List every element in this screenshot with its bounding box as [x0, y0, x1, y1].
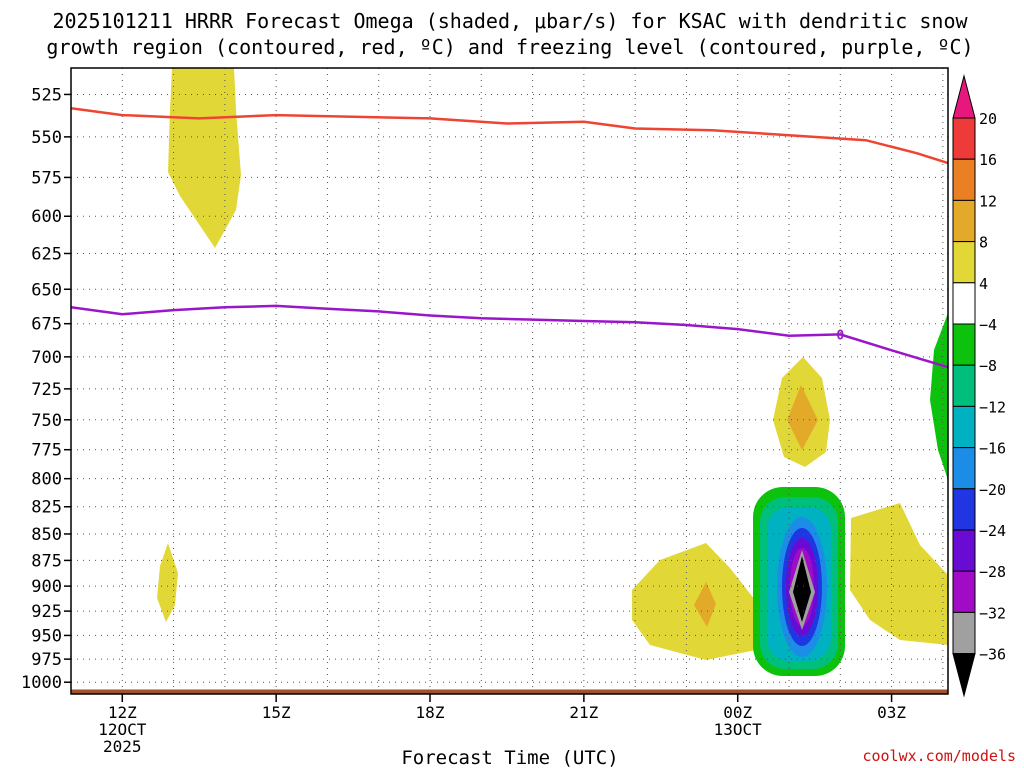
chart-title-line2: growth region (contoured, red, ºC) and f…: [46, 35, 973, 59]
x-tick-label: 00Z: [723, 703, 752, 722]
colorbar-label: −4: [979, 316, 997, 334]
y-tick-label: 575: [31, 168, 62, 188]
contour-lines: 0: [71, 106, 948, 369]
y-tick-label: 1000: [21, 673, 62, 693]
colorbar-segment: [952, 405, 976, 449]
shade-orange-mid-right: [787, 385, 818, 450]
y-tick-label: 600: [31, 207, 62, 227]
colorbar-segment: [952, 241, 976, 284]
colorbar-label: 8: [979, 234, 988, 252]
colorbar-label: −32: [979, 604, 1006, 622]
shade-orange-lower: [694, 582, 716, 627]
updraft-core: [753, 487, 845, 676]
contour-line: [71, 106, 948, 165]
shade-yellow-lower-right: [850, 503, 948, 645]
x-tick-label: 2025: [103, 737, 142, 756]
contour-label: 0: [836, 328, 844, 343]
plot-area: 0 525 550 575 600 625 650 675 700 725 750 775 800 82…: [21, 67, 949, 756]
colorbar-label: −24: [979, 522, 1006, 540]
y-axis: 525 550 575 600 625 650 675 700 725 750 775 800 825 8…: [21, 85, 71, 693]
x-tick-label: 18Z: [416, 703, 445, 722]
colorbar-label: −28: [979, 563, 1006, 581]
y-tick-label: 825: [31, 498, 62, 518]
x-tick-label: 21Z: [569, 703, 598, 722]
x-tick-label: 12OCT: [98, 720, 147, 739]
y-tick-label: 850: [31, 525, 62, 545]
y-tick-label: 875: [31, 551, 62, 571]
colorbar-segment: [952, 611, 976, 655]
y-tick-label: 725: [31, 380, 62, 400]
y-tick-label: 950: [31, 626, 62, 646]
y-tick-label: 550: [31, 128, 62, 148]
colorbar-segment: [952, 488, 976, 531]
y-tick-label: 925: [31, 602, 62, 622]
y-tick-label: 900: [31, 577, 62, 597]
colorbar-label: −16: [979, 440, 1006, 458]
colorbar-segment: [952, 529, 976, 572]
colorbar-segment: [952, 570, 976, 613]
colorbar-label: 20: [979, 110, 997, 128]
colorbar-segment: [952, 447, 976, 490]
y-tick-label: 775: [31, 441, 62, 461]
colorbar-label: −36: [979, 646, 1006, 664]
x-tick-label: 13OCT: [714, 720, 763, 739]
colorbar-arrow-bottom: [952, 653, 976, 698]
colorbar-arrow-top: [952, 74, 976, 119]
plot-frame: [70, 67, 949, 695]
y-tick-label: 675: [31, 315, 62, 335]
colorbar-label: 16: [979, 151, 997, 169]
colorbar: 20 16 12 8 4 −4 −8 −12 −16 −20 −24 −28 −32 −36: [952, 74, 1006, 698]
colorbar-label: −20: [979, 481, 1006, 499]
contour-line: [71, 304, 948, 369]
terrain-surface: [71, 689, 948, 694]
shade-yellow-lower: [632, 543, 756, 660]
x-tick-label: 03Z: [877, 703, 906, 722]
colorbar-segment: [952, 282, 976, 325]
y-tick-label: 750: [31, 411, 62, 431]
y-tick-label: 625: [31, 244, 62, 264]
colorbar-segment: [952, 364, 976, 407]
shade-yellow-small-left: [157, 543, 178, 622]
colorbar-label: 12: [979, 192, 997, 210]
x-tick-label: 15Z: [262, 703, 291, 722]
y-tick-label: 975: [31, 650, 62, 670]
colorbar-label: 4: [979, 275, 988, 293]
y-tick-label: 800: [31, 470, 62, 490]
colorbar-segment: [952, 323, 976, 366]
colorbar-segment: [952, 117, 976, 160]
y-tick-label: 700: [31, 348, 62, 368]
credit-text: coolwx.com/models: [862, 747, 1016, 765]
chart-title-line1: 2025101211 HRRR Forecast Omega (shaded, …: [52, 9, 968, 33]
gridlines: [71, 68, 948, 694]
colorbar-segment: [952, 158, 976, 201]
y-tick-label: 650: [31, 280, 62, 300]
shade-green-right-edge: [930, 313, 948, 480]
colorbar-label: −12: [979, 398, 1006, 416]
y-tick-label: 525: [31, 85, 62, 105]
x-axis-label: Forecast Time (UTC): [401, 747, 618, 768]
colorbar-label: −8: [979, 357, 997, 375]
shade-yellow-upper-left: [168, 68, 241, 248]
x-tick-label: 12Z: [108, 703, 137, 722]
colorbar-segment: [952, 199, 976, 243]
